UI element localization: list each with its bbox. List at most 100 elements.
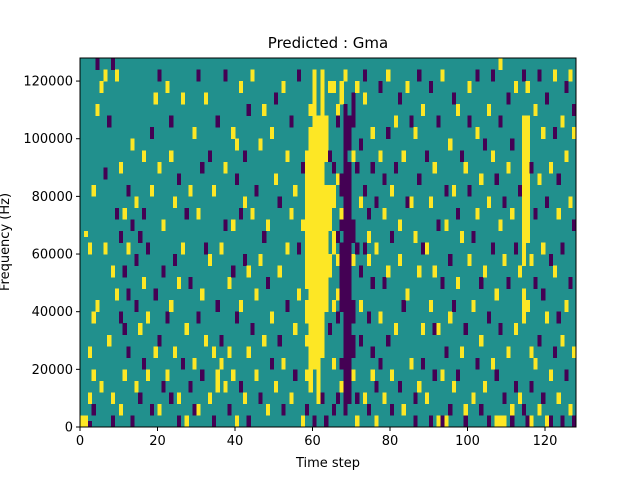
heatmap-cell-high — [521, 213, 526, 220]
heatmap-cell-high — [324, 282, 329, 289]
heatmap-cell-low — [560, 415, 565, 422]
heatmap-cell-high — [335, 104, 340, 111]
heatmap-cell-high — [320, 190, 325, 197]
heatmap-cell-low — [393, 167, 399, 174]
heatmap-cell-low — [343, 409, 348, 416]
heatmap-cell-high — [312, 219, 317, 226]
heatmap-cell-high — [479, 173, 484, 180]
heatmap-cell-high — [521, 317, 526, 324]
heatmap-cell-high — [316, 375, 321, 382]
heatmap-cell-high — [324, 156, 329, 163]
heatmap-cell-low — [122, 328, 127, 335]
heatmap-cell-low — [486, 311, 492, 318]
heatmap-cell-low — [440, 277, 445, 284]
heatmap-cell-low — [343, 323, 348, 330]
heatmap-cell-high — [99, 386, 104, 393]
heatmap-cell-low — [343, 225, 348, 232]
x-tick-label: 120 — [533, 434, 558, 449]
heatmap-cell-high — [114, 69, 120, 76]
heatmap-cell-low — [486, 421, 492, 428]
heatmap-cell-high — [254, 369, 259, 376]
heatmap-cell-high — [103, 69, 108, 76]
heatmap-cell-high — [521, 138, 526, 145]
heatmap-cell-high — [486, 104, 492, 111]
heatmap-cell-low — [204, 242, 209, 249]
heatmap-cell-high — [370, 375, 375, 382]
heatmap-cell-high — [312, 202, 317, 209]
heatmap-cell-high — [308, 282, 313, 289]
heatmap-cell-low — [347, 288, 352, 295]
heatmap-cell-low — [126, 288, 131, 295]
heatmap-cell-low — [424, 150, 430, 157]
heatmap-cell-high — [378, 156, 383, 163]
heatmap-cell-high — [440, 69, 445, 76]
heatmap-cell-low — [339, 357, 344, 364]
heatmap-cell-low — [452, 92, 457, 99]
heatmap-cell-high — [316, 369, 321, 376]
heatmap-cell-high — [308, 277, 313, 284]
heatmap-cell-high — [316, 398, 321, 405]
heatmap-cell-low — [514, 248, 519, 255]
heatmap-cell-high — [134, 196, 139, 203]
heatmap-cell-low — [235, 173, 240, 180]
heatmap-cell-low — [572, 219, 577, 226]
heatmap-cell-high — [320, 86, 325, 93]
heatmap-cell-low — [572, 415, 577, 422]
heatmap-cell-high — [324, 132, 329, 139]
heatmap-cell-low — [455, 369, 461, 376]
heatmap-cell-high — [320, 121, 325, 128]
heatmap-cell-low — [343, 127, 348, 134]
heatmap-cell-low — [169, 115, 174, 122]
heatmap-cell-high — [297, 294, 302, 301]
heatmap-cell-high — [308, 265, 313, 272]
heatmap-cell-low — [541, 398, 546, 405]
heatmap-cell-low — [506, 282, 511, 289]
heatmap-cell-low — [560, 242, 565, 249]
heatmap-cell-low — [440, 282, 445, 289]
heatmap-cell-high — [312, 236, 317, 243]
heatmap-cell-high — [161, 225, 166, 232]
heatmap-cell-high — [432, 167, 437, 174]
heatmap-cell-low — [537, 334, 542, 341]
heatmap-cell-high — [289, 213, 294, 220]
heatmap-cell-high — [467, 259, 472, 266]
heatmap-cell-low — [370, 346, 375, 353]
heatmap-cell-high — [324, 202, 329, 209]
heatmap-cell-high — [467, 254, 472, 261]
heatmap-cell-high — [118, 409, 123, 416]
heatmap-cell-low — [483, 144, 488, 151]
heatmap-cells — [80, 58, 577, 428]
heatmap-cell-low — [347, 369, 352, 376]
heatmap-cell-high — [258, 254, 263, 261]
heatmap-cell-high — [316, 259, 321, 266]
heatmap-cell-low — [111, 421, 116, 428]
heatmap-cell-high — [479, 179, 484, 186]
heatmap-cell-high — [328, 254, 333, 261]
heatmap-cell-high — [308, 127, 313, 134]
heatmap-cell-high — [312, 190, 317, 197]
heatmap-cell-high — [316, 167, 321, 174]
heatmap-cell-low — [521, 75, 526, 82]
heatmap-cell-high — [312, 323, 317, 330]
heatmap-cell-low — [138, 392, 143, 399]
heatmap-cell-low — [343, 236, 348, 243]
heatmap-cell-high — [304, 161, 309, 168]
heatmap-cell-high — [316, 144, 321, 151]
heatmap-cell-low — [219, 340, 224, 347]
heatmap-cell-high — [320, 202, 325, 209]
heatmap-cell-low — [145, 248, 151, 255]
heatmap-cell-high — [316, 121, 321, 128]
heatmap-cell-low — [339, 225, 344, 232]
heatmap-cell-low — [347, 259, 352, 266]
heatmap-cell-high — [308, 132, 313, 139]
heatmap-cell-high — [568, 202, 573, 209]
heatmap-cell-high — [308, 380, 313, 387]
heatmap-cell-high — [176, 282, 182, 289]
heatmap-cell-low — [517, 190, 523, 197]
heatmap-cell-high — [304, 271, 309, 278]
heatmap-cell-high — [564, 305, 569, 312]
heatmap-cell-low — [490, 75, 495, 82]
heatmap-cell-low — [448, 403, 453, 410]
heatmap-cell-high — [316, 230, 321, 237]
